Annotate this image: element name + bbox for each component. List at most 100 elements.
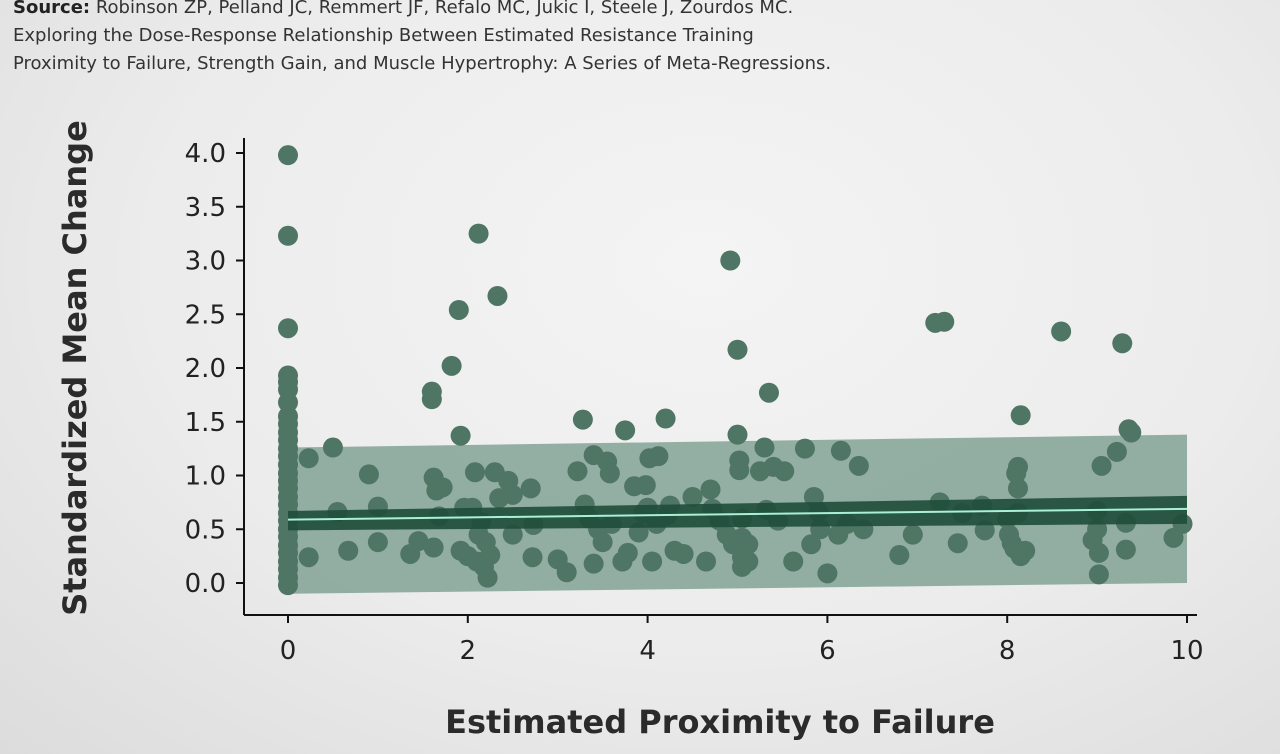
data-point: [738, 534, 759, 555]
data-point: [278, 225, 298, 246]
y-tick-label: 3.5: [185, 193, 226, 223]
data-point: [727, 424, 748, 445]
data-point: [432, 477, 453, 498]
source-authors: Robinson ZP, Pelland JC, Remmert JF, Ref…: [95, 0, 794, 18]
data-point: [1088, 542, 1109, 563]
data-point: [696, 551, 717, 572]
data-point: [423, 537, 444, 558]
data-point: [278, 318, 298, 339]
data-point: [448, 299, 469, 320]
data-point: [567, 461, 588, 482]
data-point: [487, 285, 508, 306]
data-point: [1112, 333, 1133, 354]
data-point: [520, 478, 541, 499]
data-point: [592, 532, 613, 553]
data-point: [1088, 564, 1109, 585]
data-point: [889, 545, 910, 566]
data-point: [298, 448, 319, 469]
y-tick-label: 2.0: [185, 354, 226, 384]
data-point: [338, 540, 359, 561]
data-point: [682, 487, 703, 507]
regression-fit-line: [287, 507, 1188, 521]
data-point: [298, 547, 319, 568]
data-point: [421, 389, 442, 410]
data-point: [583, 553, 604, 574]
source-citation: Source: Robinson ZP, Pelland JC, Remmert…: [13, 0, 1013, 78]
data-point: [830, 440, 851, 461]
data-point: [642, 551, 663, 572]
data-point: [617, 542, 638, 563]
data-point: [801, 534, 822, 555]
y-axis-title: Standardized Mean Change: [56, 120, 94, 616]
data-point: [803, 487, 824, 507]
y-tick-label: 1.5: [185, 408, 226, 438]
fit-line-layer: [287, 507, 1188, 521]
source-title-line-1: Exploring the Dose-Response Relationship…: [13, 25, 754, 46]
data-point: [758, 382, 779, 403]
y-tick-label: 2.5: [185, 300, 226, 330]
data-point: [738, 551, 759, 572]
data-point: [450, 425, 471, 446]
data-point: [655, 408, 676, 429]
data-point: [1051, 321, 1072, 342]
data-point: [720, 250, 741, 271]
data-point: [615, 420, 636, 441]
data-point: [774, 461, 795, 482]
x-tick-label: 2: [460, 636, 477, 666]
data-point: [502, 524, 523, 545]
x-tick-label: 8: [999, 636, 1016, 666]
data-point: [947, 533, 968, 554]
data-point: [848, 455, 869, 476]
data-point: [1010, 405, 1031, 426]
data-point: [468, 223, 489, 244]
data-point: [278, 575, 298, 596]
data-point: [408, 531, 429, 552]
confidence-band: [288, 495, 1187, 531]
data-point: [1007, 478, 1028, 499]
data-point: [727, 339, 748, 360]
x-tick-label: 0: [280, 636, 297, 666]
data-point: [441, 355, 462, 376]
data-point: [358, 464, 379, 485]
data-point: [278, 145, 298, 166]
data-point: [817, 563, 838, 584]
points-layer: [278, 145, 1193, 596]
data-point: [1015, 540, 1036, 561]
y-tick-label: 0.5: [185, 515, 226, 545]
data-point: [502, 484, 523, 505]
data-point: [278, 392, 298, 413]
data-point: [1115, 539, 1136, 560]
data-point: [673, 543, 694, 564]
data-point: [322, 437, 343, 458]
x-tick-label: 4: [639, 636, 656, 666]
data-point: [648, 446, 669, 467]
y-tick-label: 0.0: [185, 569, 226, 599]
data-point: [367, 532, 388, 553]
data-point: [754, 437, 775, 458]
source-title-line-2: Proximity to Failure, Strength Gain, and…: [13, 53, 832, 74]
data-point: [1121, 422, 1142, 443]
y-tick-label: 1.0: [185, 462, 226, 492]
source-label: Source:: [13, 0, 91, 18]
data-point: [794, 438, 815, 459]
x-tick-label: 10: [1170, 636, 1203, 666]
y-tick-label: 4.0: [185, 139, 226, 169]
data-point: [902, 524, 923, 545]
data-point: [1106, 441, 1127, 462]
data-point: [477, 567, 498, 588]
data-point: [599, 463, 620, 484]
data-point: [635, 475, 656, 496]
data-point: [1007, 456, 1028, 477]
data-point: [934, 311, 955, 332]
data-point: [729, 460, 750, 481]
x-axis-title: Estimated Proximity to Failure: [445, 703, 995, 741]
axes-layer: [236, 138, 1197, 623]
data-point: [556, 562, 577, 583]
data-point: [522, 547, 543, 568]
x-tick-label: 6: [819, 636, 836, 666]
tick-labels-layer: 0.0 0.5 1.0 1.5 2.0 2.5 3.0 3.5 4.0 0 2 4 6 8 10: [185, 139, 1204, 666]
data-point: [464, 462, 485, 483]
confidence-band-layer: [288, 495, 1187, 531]
data-point: [480, 545, 501, 566]
